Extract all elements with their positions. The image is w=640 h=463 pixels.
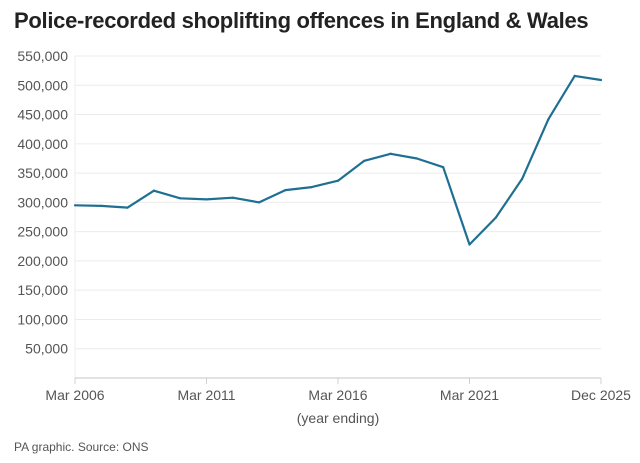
data-point-mar-2013 — [258, 201, 261, 204]
series-line — [74, 74, 602, 246]
data-point-mar-2009 — [152, 189, 155, 192]
y-tick-label: 500,000 — [17, 77, 68, 93]
y-tick-label: 100,000 — [17, 311, 68, 327]
data-point-mar-2020 — [442, 166, 445, 169]
data-point-mar-2015 — [310, 186, 313, 189]
data-point-dec-2025 — [599, 78, 603, 82]
x-axis-label: (year ending) — [297, 410, 380, 426]
x-tick-label: Mar 2021 — [440, 387, 499, 403]
data-point-mar-2023 — [521, 177, 524, 181]
source-note: PA graphic. Source: ONS — [14, 440, 149, 454]
data-point-mar-2012 — [231, 196, 234, 199]
y-tick-label: 550,000 — [17, 48, 68, 64]
data-point-mar-2006 — [73, 204, 77, 207]
x-tick-label: Dec 2025 — [571, 387, 631, 403]
data-point-mar-2025 — [573, 74, 576, 78]
y-tick-label: 200,000 — [17, 253, 68, 269]
y-tick-label: 400,000 — [17, 136, 68, 152]
y-tick-label: 250,000 — [17, 224, 68, 240]
chart-title: Police-recorded shoplifting offences in … — [14, 8, 589, 33]
data-point-mar-2017 — [363, 159, 366, 162]
y-tick-label: 300,000 — [17, 194, 68, 210]
data-point-mar-2019 — [415, 157, 418, 160]
data-point-mar-2018 — [389, 152, 392, 155]
data-point-mar-2024 — [547, 118, 550, 121]
data-point-mar-2011 — [205, 198, 208, 201]
y-tick-label: 450,000 — [17, 107, 68, 123]
x-tick-label: Mar 2011 — [177, 387, 235, 403]
y-tick-label: 150,000 — [17, 282, 68, 298]
y-tick-label: 350,000 — [17, 165, 68, 181]
data-point-mar-2016 — [336, 179, 340, 182]
data-point-mar-2014 — [284, 188, 287, 192]
x-tick-label: Mar 2016 — [308, 387, 367, 403]
data-point-mar-2022 — [494, 216, 497, 219]
data-point-mar-2007 — [100, 204, 103, 207]
data-point-mar-2021 — [468, 243, 471, 246]
y-tick-label: 50,000 — [25, 341, 68, 357]
x-tick-label: Mar 2006 — [45, 387, 104, 403]
data-point-mar-2008 — [126, 206, 129, 209]
data-point-mar-2010 — [179, 197, 182, 200]
